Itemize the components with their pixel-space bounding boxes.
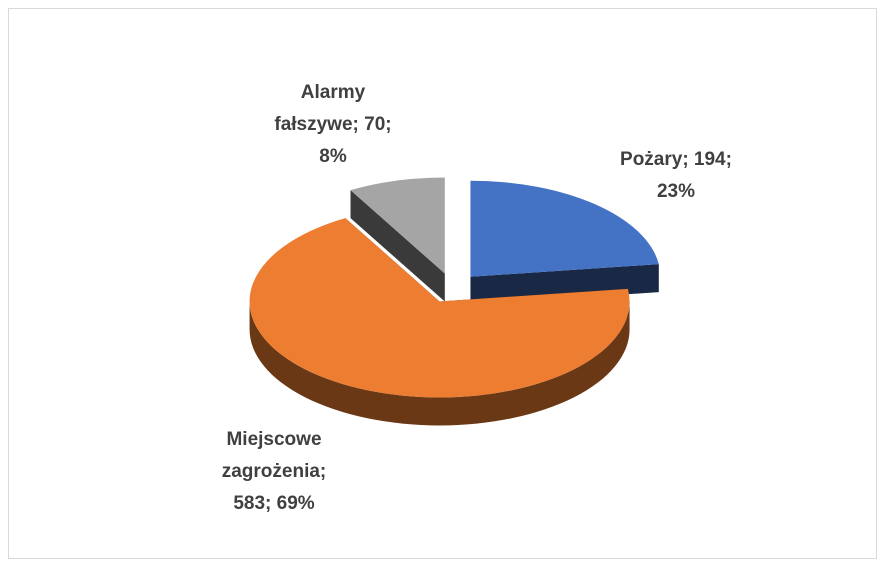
data-label: 23% [657, 181, 695, 202]
pie-slice [470, 180, 659, 277]
data-label: fałszywe; 70; [274, 114, 391, 135]
data-label: Pożary; 194; [620, 149, 732, 170]
data-labels: Pożary; 194; 23% Miejscowe zagrożenia; 583; … [222, 82, 732, 514]
slice-wall [249, 301, 630, 426]
pie-tops [249, 177, 659, 398]
data-label: Miejscowe [226, 429, 321, 450]
data-label: 8% [319, 146, 347, 167]
slice-cut-face [350, 190, 445, 302]
pie-slice [350, 177, 445, 274]
data-label: zagrożenia; [222, 461, 327, 482]
pie-slice [249, 218, 630, 398]
data-label: 583; 69% [233, 493, 314, 514]
data-label: Alarmy [301, 82, 366, 103]
